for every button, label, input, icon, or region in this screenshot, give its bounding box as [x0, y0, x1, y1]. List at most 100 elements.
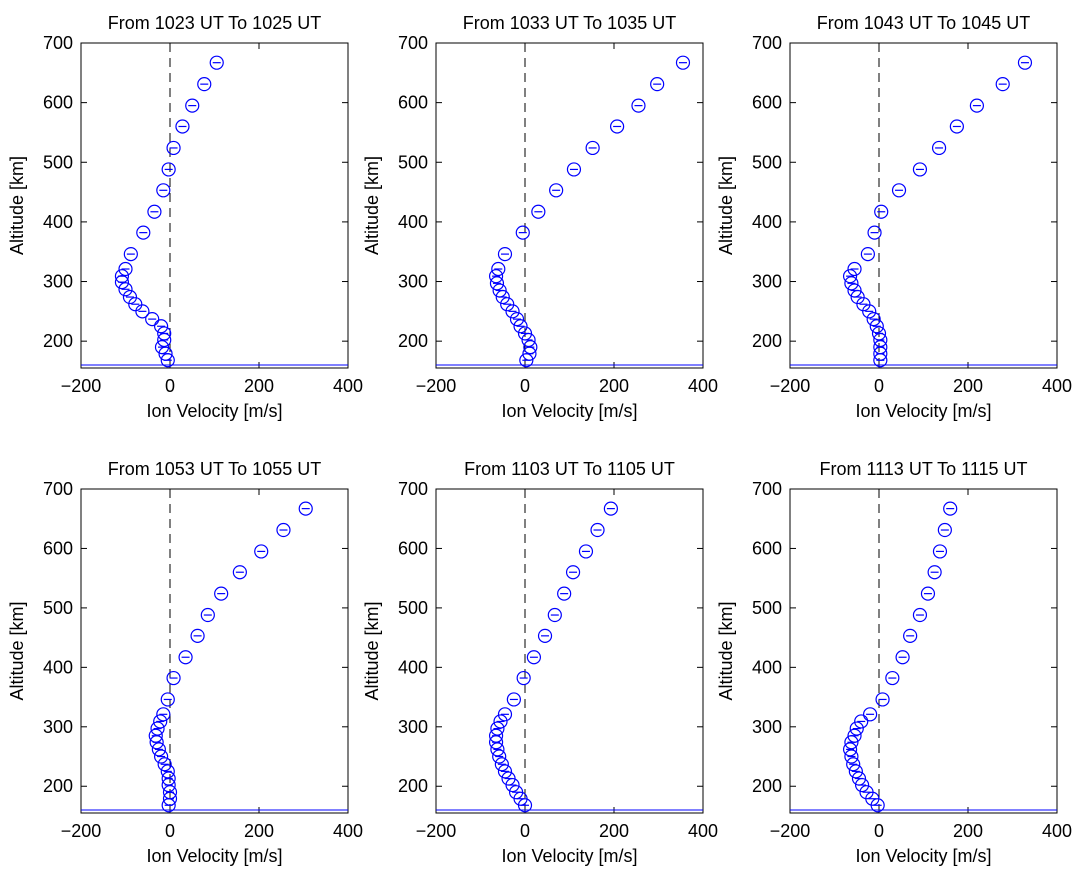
- x-axis-label: Ion Velocity [m/s]: [855, 401, 991, 421]
- x-tick-label: 0: [165, 376, 175, 396]
- y-tick-label: 300: [398, 272, 428, 292]
- y-axis-label: Altitude [km]: [716, 601, 736, 700]
- data-point: [675, 55, 691, 70]
- data-point: [866, 312, 881, 327]
- data-point: [585, 140, 600, 156]
- data-point: [497, 764, 513, 779]
- data-point: [232, 565, 247, 580]
- data-point: [854, 777, 870, 793]
- data-point: [860, 247, 875, 262]
- data-point: [842, 269, 858, 284]
- x-tick-label: 200: [244, 376, 274, 396]
- y-tick-label: 200: [43, 331, 73, 351]
- data-point: [875, 692, 890, 707]
- y-tick-label: 600: [43, 538, 73, 558]
- data-point: [491, 261, 506, 277]
- y-tick-label: 300: [398, 717, 428, 737]
- data-point: [490, 721, 505, 736]
- y-tick-label: 400: [43, 657, 73, 677]
- data-point: [895, 650, 910, 665]
- data-point: [488, 269, 504, 284]
- data-point: [610, 119, 625, 134]
- data-point: [147, 204, 162, 219]
- y-tick-label: 500: [398, 152, 428, 172]
- data-point: [153, 714, 168, 729]
- data-point: [190, 628, 205, 643]
- y-tick-label: 700: [398, 479, 428, 499]
- data-point: [505, 304, 520, 319]
- data-point: [547, 607, 562, 623]
- data-point: [122, 289, 138, 305]
- subplot-title: From 1033 UT To 1035 UT: [463, 13, 676, 33]
- data-point: [603, 501, 618, 516]
- data-point: [842, 742, 858, 757]
- y-tick-label: 200: [398, 776, 428, 796]
- data-point: [489, 276, 505, 291]
- data-point: [178, 650, 193, 665]
- subplot-2: From 1033 UT To 1035 UT Ion Velocity [m/s…: [362, 13, 718, 421]
- data-point: [943, 501, 958, 516]
- x-tick-label: −200: [770, 821, 811, 841]
- y-tick-label: 300: [752, 272, 782, 292]
- subplot-6: From 1113 UT To 1115 UT Ion Velocity [m/s…: [716, 459, 1072, 866]
- data-point: [995, 77, 1010, 92]
- data-point: [912, 607, 928, 623]
- subplot-title: From 1043 UT To 1045 UT: [817, 13, 1030, 33]
- data-point: [156, 707, 171, 722]
- x-axis-label: Ion Velocity [m/s]: [146, 401, 282, 421]
- subplot-4: From 1053 UT To 1055 UT Ion Velocity [m/s…: [7, 459, 363, 866]
- subplot-1: From 1023 UT To 1025 UT Ion Velocity [m/s…: [7, 13, 363, 421]
- data-point: [254, 544, 269, 559]
- x-tick-label: 200: [953, 821, 983, 841]
- data-point: [846, 757, 861, 772]
- x-axis-label: Ion Velocity [m/s]: [146, 846, 282, 866]
- data-point: [298, 501, 313, 516]
- y-tick-label: 700: [43, 33, 73, 53]
- data-point: [114, 275, 130, 290]
- x-tick-label: 400: [688, 821, 718, 841]
- data-point: [160, 692, 175, 707]
- x-axis-label: Ion Velocity [m/s]: [501, 401, 637, 421]
- data-point: [161, 798, 176, 813]
- x-tick-label: 400: [1042, 821, 1072, 841]
- data-point: [844, 749, 859, 764]
- x-tick-label: 400: [1042, 376, 1072, 396]
- y-tick-label: 600: [752, 538, 782, 558]
- data-point: [565, 565, 581, 580]
- data-point: [519, 353, 534, 368]
- data-point: [856, 297, 871, 312]
- axes-frame: [80, 488, 349, 814]
- y-tick-label: 400: [43, 212, 73, 232]
- data-point: [185, 98, 200, 113]
- axes-frame: [80, 42, 349, 369]
- y-tick-label: 600: [398, 93, 428, 113]
- y-axis-label: Altitude [km]: [362, 601, 382, 700]
- y-tick-label: 700: [398, 33, 428, 53]
- axes-frame: [435, 42, 704, 369]
- data-point: [494, 757, 509, 772]
- x-tick-label: 0: [874, 821, 884, 841]
- x-tick-label: −200: [770, 376, 811, 396]
- data-point: [509, 312, 525, 327]
- data-point: [927, 565, 942, 580]
- data-point: [920, 586, 936, 601]
- data-point: [161, 162, 176, 177]
- data-point: [209, 55, 224, 70]
- data-point: [854, 714, 869, 729]
- data-point: [885, 670, 900, 686]
- data-point: [135, 304, 150, 319]
- y-tick-label: 500: [43, 152, 73, 172]
- data-point: [531, 204, 546, 219]
- data-point: [516, 670, 531, 686]
- data-point: [214, 586, 229, 601]
- axes-frame: [435, 488, 704, 814]
- y-tick-label: 300: [43, 272, 73, 292]
- y-axis-label: Altitude [km]: [7, 601, 27, 700]
- data-point: [566, 162, 582, 177]
- subplot-title: From 1103 UT To 1105 UT: [464, 459, 675, 479]
- data-point: [870, 798, 885, 813]
- y-tick-label: 600: [43, 93, 73, 113]
- data-point: [505, 777, 520, 793]
- data-point: [156, 183, 171, 198]
- data-point: [118, 282, 133, 297]
